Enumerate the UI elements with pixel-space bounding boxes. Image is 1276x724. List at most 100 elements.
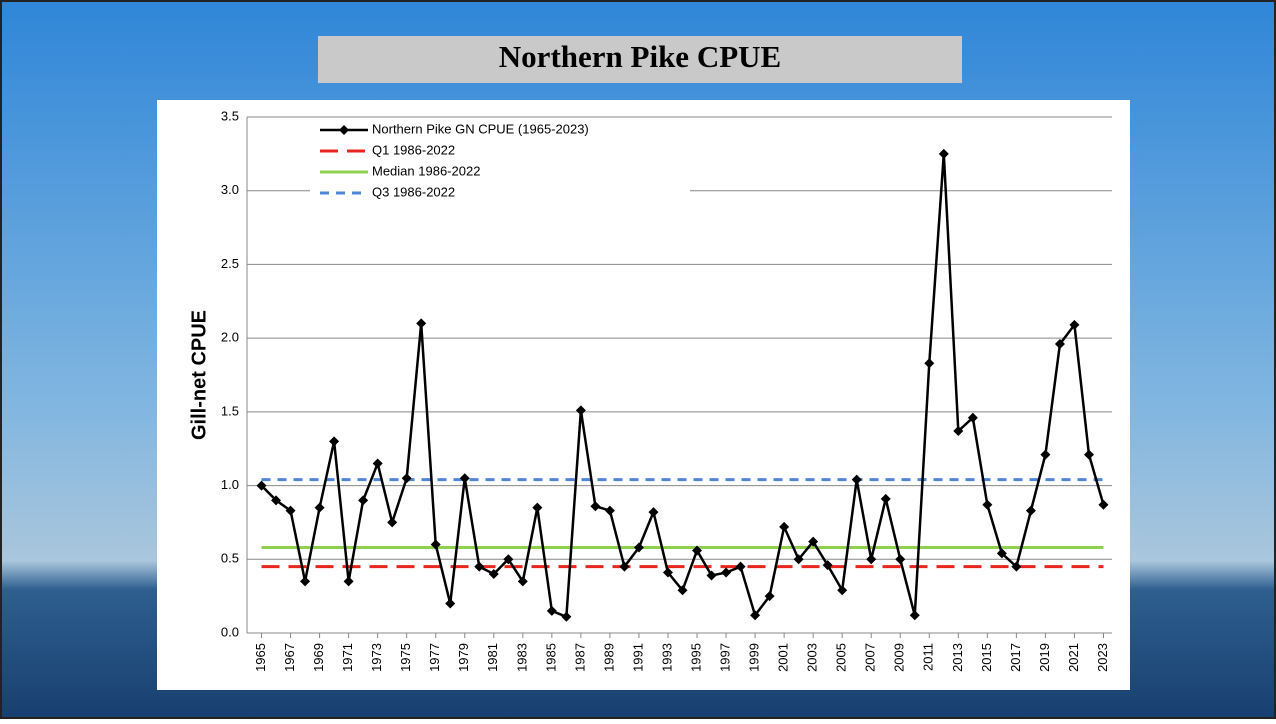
data-point: [1054, 339, 1065, 350]
data-point: [735, 561, 746, 572]
data-point: [401, 473, 412, 484]
data-point: [764, 591, 775, 602]
data-point: [996, 548, 1007, 559]
data-point: [837, 585, 848, 596]
x-tick-label: 2015: [979, 643, 994, 672]
y-tick-label: 0.5: [221, 551, 239, 566]
x-tick-label: 1965: [253, 643, 268, 672]
legend-label: Q1 1986-2022: [372, 142, 455, 157]
data-point: [895, 554, 906, 565]
x-tick-label: 1979: [456, 643, 471, 672]
data-point: [488, 569, 499, 580]
data-point: [793, 554, 804, 565]
x-tick-label: 1983: [514, 643, 529, 672]
data-point: [648, 507, 659, 518]
x-tick-label: 2017: [1008, 643, 1023, 672]
data-point: [677, 585, 688, 596]
data-point: [924, 358, 935, 369]
title-box: [318, 36, 962, 83]
data-point: [938, 148, 949, 159]
data-point: [1011, 561, 1022, 572]
data-point: [300, 576, 311, 587]
x-tick-label: 1981: [485, 643, 500, 672]
data-point: [692, 545, 703, 556]
x-tick-label: 1999: [747, 643, 762, 672]
legend-label: Q3 1986-2022: [372, 184, 455, 199]
x-tick-label: 1997: [717, 643, 732, 672]
x-tick-label: 2013: [950, 643, 965, 672]
legend-box: [310, 120, 690, 204]
data-point: [546, 605, 557, 616]
y-tick-label: 1.0: [221, 477, 239, 492]
data-point: [1025, 505, 1036, 516]
data-point: [880, 493, 891, 504]
x-tick-label: 1971: [340, 643, 355, 672]
x-tick-label: 2001: [776, 643, 791, 672]
data-point: [1098, 499, 1109, 510]
x-tick-label: 1973: [369, 643, 384, 672]
x-tick-label: 1985: [543, 643, 558, 672]
data-point: [779, 521, 790, 532]
x-tick-label: 2007: [863, 643, 878, 672]
data-point: [866, 554, 877, 565]
x-tick-label: 2019: [1037, 643, 1052, 672]
x-tick-label: 1975: [398, 643, 413, 672]
data-point: [706, 570, 717, 581]
y-tick-label: 2.5: [221, 256, 239, 271]
data-point: [474, 561, 485, 572]
legend-label: Northern Pike GN CPUE (1965-2023): [372, 121, 589, 136]
data-point: [590, 501, 601, 512]
data-point: [604, 505, 615, 516]
chart-title: Northern Pike CPUE: [499, 39, 781, 74]
y-tick-label: 3.5: [221, 108, 239, 123]
x-tick-label: 2023: [1095, 643, 1110, 672]
data-point: [358, 495, 369, 506]
data-point: [619, 561, 630, 572]
x-tick-label: 2021: [1066, 643, 1081, 672]
data-point: [1040, 449, 1051, 460]
x-tick-label: 1995: [688, 643, 703, 672]
data-point: [967, 412, 978, 423]
data-point: [721, 567, 732, 578]
data-point: [662, 567, 673, 578]
y-tick-label: 1.5: [221, 403, 239, 418]
data-point: [750, 610, 761, 621]
x-tick-label: 2011: [921, 643, 936, 671]
data-point: [285, 505, 296, 516]
data-point: [459, 473, 470, 484]
data-point: [343, 576, 354, 587]
y-tick-label: 0.0: [221, 624, 239, 639]
data-point: [851, 474, 862, 485]
data-point: [532, 502, 543, 513]
y-axis-label: Gill-net CPUE: [188, 310, 210, 440]
data-point: [1083, 449, 1094, 460]
data-point: [1069, 319, 1080, 330]
x-tick-label: 1991: [630, 643, 645, 672]
data-point: [953, 426, 964, 437]
data-point: [517, 576, 528, 587]
data-point: [633, 542, 644, 553]
data-point: [387, 517, 398, 528]
data-point: [416, 318, 427, 329]
data-point: [808, 536, 819, 547]
x-tick-label: 2003: [805, 643, 820, 672]
x-tick-label: 1993: [659, 643, 674, 672]
y-tick-label: 3.0: [221, 182, 239, 197]
x-tick-label: 1967: [282, 643, 297, 672]
data-point: [561, 611, 572, 622]
data-point: [982, 499, 993, 510]
data-point: [314, 502, 325, 513]
data-point: [503, 554, 514, 565]
y-tick-label: 2.0: [221, 330, 239, 345]
x-tick-label: 2005: [834, 643, 849, 672]
data-point: [271, 495, 282, 506]
data-point: [430, 539, 441, 550]
legend-label: Median 1986-2022: [372, 163, 480, 178]
x-tick-label: 1969: [311, 643, 326, 672]
x-tick-label: 1989: [601, 643, 616, 672]
data-point: [372, 458, 383, 469]
data-point: [575, 405, 586, 416]
data-point: [445, 598, 456, 609]
